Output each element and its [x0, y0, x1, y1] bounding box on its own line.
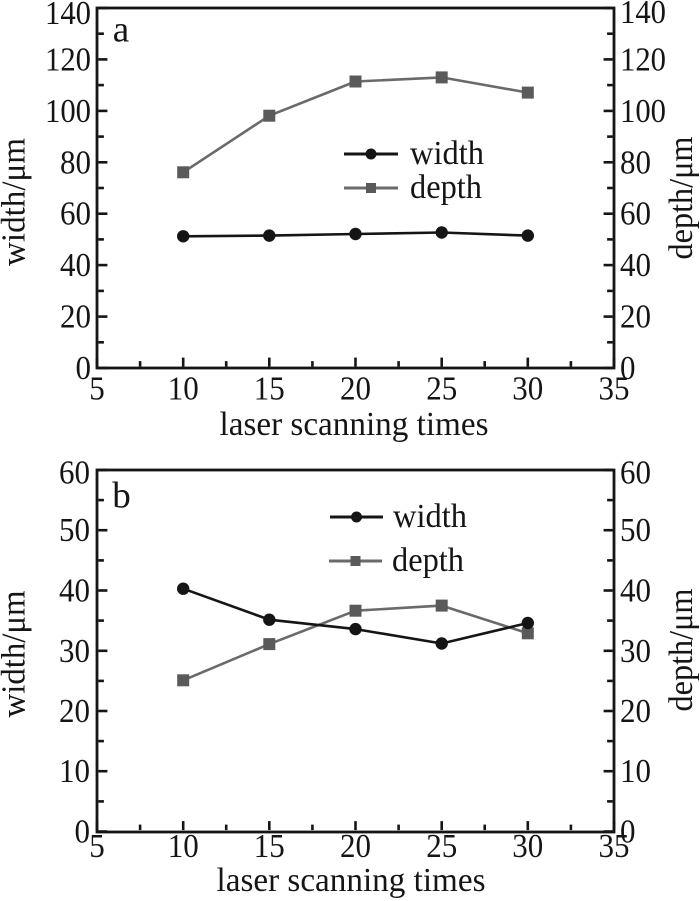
svg-text:120: 120 [620, 41, 666, 78]
svg-text:30: 30 [620, 633, 651, 670]
svg-text:width/μm: width/μm [0, 138, 33, 266]
svg-text:20: 20 [620, 693, 651, 730]
svg-text:5: 5 [89, 828, 105, 865]
svg-text:30: 30 [512, 371, 543, 408]
svg-text:100: 100 [45, 93, 91, 130]
svg-text:60: 60 [620, 196, 651, 233]
svg-text:25: 25 [426, 828, 457, 865]
svg-text:40: 40 [620, 573, 651, 610]
svg-text:100: 100 [620, 93, 666, 130]
svg-text:140: 140 [45, 0, 91, 32]
svg-text:0: 0 [620, 814, 636, 851]
svg-text:15: 15 [254, 371, 285, 408]
svg-text:20: 20 [340, 371, 371, 408]
svg-text:30: 30 [512, 828, 543, 865]
svg-text:10: 10 [620, 753, 651, 790]
svg-text:a: a [113, 10, 129, 51]
svg-text:laser scanning times: laser scanning times [217, 862, 486, 899]
svg-text:50: 50 [59, 512, 90, 549]
svg-text:35: 35 [599, 828, 630, 865]
svg-text:35: 35 [599, 371, 630, 408]
svg-text:depth/μm: depth/μm [663, 137, 700, 260]
svg-text:40: 40 [620, 247, 651, 284]
svg-text:depth/μm: depth/μm [663, 589, 700, 712]
svg-text:140: 140 [620, 0, 666, 31]
svg-text:40: 40 [59, 573, 90, 610]
svg-text:20: 20 [620, 299, 651, 336]
svg-text:10: 10 [59, 753, 90, 790]
svg-text:30: 30 [59, 633, 90, 670]
svg-text:60: 60 [60, 196, 91, 233]
svg-text:0: 0 [76, 350, 92, 387]
svg-text:15: 15 [254, 828, 285, 865]
svg-text:depth: depth [392, 542, 464, 579]
svg-text:width/μm: width/μm [0, 591, 33, 718]
svg-text:width: width [393, 498, 467, 535]
svg-text:80: 80 [60, 144, 91, 181]
svg-text:20: 20 [60, 299, 91, 336]
svg-text:10: 10 [168, 828, 199, 865]
svg-text:0: 0 [620, 350, 636, 387]
svg-text:50: 50 [620, 512, 651, 549]
svg-text:40: 40 [60, 247, 91, 284]
svg-text:20: 20 [340, 828, 371, 865]
svg-text:b: b [112, 476, 131, 517]
svg-text:60: 60 [620, 455, 651, 492]
svg-text:5: 5 [89, 371, 105, 408]
svg-text:laser scanning times: laser scanning times [220, 406, 489, 443]
svg-text:80: 80 [620, 144, 651, 181]
svg-text:0: 0 [75, 814, 91, 851]
svg-text:120: 120 [45, 41, 91, 78]
svg-text:25: 25 [426, 371, 457, 408]
svg-text:width: width [410, 135, 484, 172]
svg-text:depth: depth [410, 169, 482, 206]
svg-text:10: 10 [168, 371, 199, 408]
svg-text:60: 60 [59, 455, 90, 492]
svg-text:20: 20 [59, 693, 90, 730]
